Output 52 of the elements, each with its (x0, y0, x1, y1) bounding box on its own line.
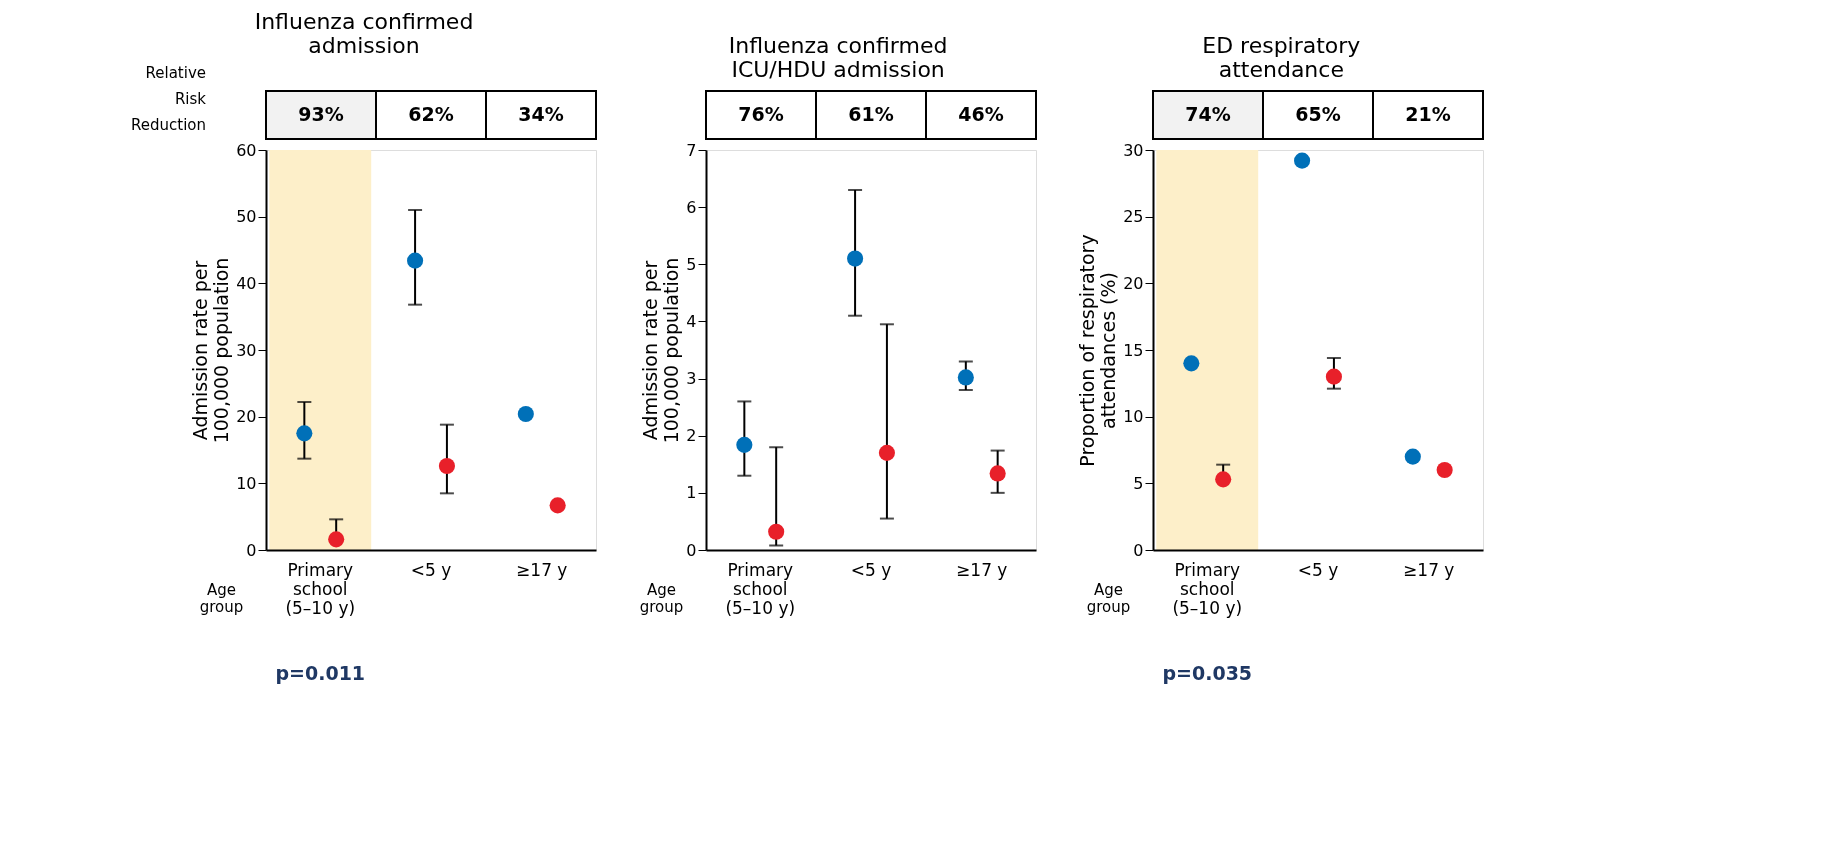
y-tick-label: 15 (1123, 340, 1144, 360)
y-tick-label: 10 (236, 473, 257, 493)
chart-title: Influenza confirmed admission (254, 8, 474, 58)
text: 76% (738, 103, 784, 125)
x-axis-title: Age group (1086, 580, 1131, 616)
y-tick-label: 7 (686, 140, 697, 160)
x-tick-label: <5 y (1297, 559, 1339, 580)
y-tick-label: 5 (1133, 473, 1144, 493)
text: 65% (1295, 103, 1341, 125)
y-tick-label: 4 (686, 311, 697, 331)
y-tick-label: 20 (1123, 273, 1144, 293)
text: 34% (518, 103, 564, 125)
text: p=0.011 (275, 662, 366, 684)
y-tick-label: 3 (686, 369, 697, 389)
y-tick-label: 25 (1123, 207, 1144, 227)
x-tick-label: Primary school (5–10 y) (285, 559, 356, 618)
text: 93% (298, 103, 344, 125)
x-axis-title: Age group (199, 580, 244, 616)
y-tick-label: 6 (686, 197, 697, 217)
y-tick-label: 40 (236, 273, 257, 293)
text: 74% (1185, 103, 1231, 125)
y-tick-label: 30 (1123, 140, 1144, 160)
x-tick-label: ≥17 y (956, 559, 1008, 580)
x-tick-label: Primary school (5–10 y) (1172, 559, 1243, 618)
text: 46% (958, 103, 1004, 125)
y-tick-label: 0 (246, 540, 257, 560)
x-axis-title: Age group (639, 580, 684, 616)
text: Relative Risk Reduction (131, 64, 207, 134)
text: 62% (408, 103, 454, 125)
y-tick-label: 60 (236, 140, 257, 160)
y-tick-label: 10 (1123, 407, 1144, 427)
y-tick-label: 0 (1133, 540, 1144, 560)
y-tick-label: 30 (236, 340, 257, 360)
x-tick-label: <5 y (410, 559, 452, 580)
chart-title: Influenza confirmed ICU/HDU admission (728, 32, 948, 82)
y-axis-title: Admission rate per 100,000 population (189, 257, 233, 444)
y-tick-label: 0 (686, 540, 697, 560)
x-tick-label: <5 y (850, 559, 892, 580)
y-tick-label: 20 (236, 407, 257, 427)
text: 61% (848, 103, 894, 125)
text: 21% (1405, 103, 1451, 125)
x-tick-label: ≥17 y (1403, 559, 1455, 580)
x-tick-label: Primary school (5–10 y) (725, 559, 796, 618)
y-tick-label: 5 (686, 254, 697, 274)
y-tick-label: 50 (236, 207, 257, 227)
y-axis-title: Proportion of respiratory attendances (%) (1076, 234, 1120, 467)
x-tick-label: ≥17 y (516, 559, 568, 580)
y-tick-label: 1 (686, 483, 697, 503)
y-axis-title: Admission rate per 100,000 population (639, 257, 683, 444)
y-tick-label: 2 (686, 426, 697, 446)
chart-title: ED respiratory attendance (1202, 32, 1361, 82)
text: p=0.035 (1162, 662, 1253, 684)
